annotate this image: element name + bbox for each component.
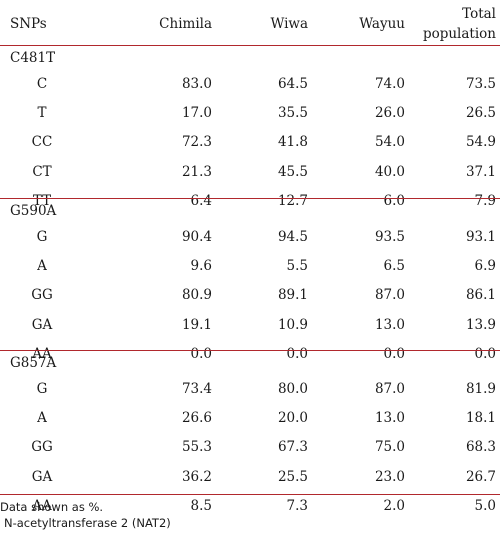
header-wiwa: Wiwa <box>270 16 308 32</box>
header-snps: SNPs <box>10 16 47 32</box>
cell-wayuu: 40.0 <box>374 163 405 180</box>
cell-allele: T <box>37 105 47 122</box>
cell-chimila: 72.3 <box>181 134 212 151</box>
footnote-nat2: N-acetyltransferase 2 (NAT2) <box>4 516 171 530</box>
cell-wayuu: 87.0 <box>374 287 405 304</box>
cell-wiwa: 89.1 <box>277 287 308 304</box>
cell-chimila: 83.0 <box>181 76 212 92</box>
cell-wayuu: 13.0 <box>374 410 405 427</box>
header-chimila: Chimila <box>159 16 212 32</box>
cell-allele: CT <box>32 163 52 180</box>
cell-total: 6.9 <box>474 258 496 275</box>
cell-total: 26.5 <box>465 105 496 122</box>
cell-wiwa: 7.3 <box>286 497 308 514</box>
cell-total: 86.1 <box>465 287 496 304</box>
cell-wiwa: 25.5 <box>277 468 308 485</box>
group-label: C481T <box>10 50 56 66</box>
bottom-rule <box>0 494 500 495</box>
cell-chimila: 21.3 <box>181 163 212 180</box>
cell-wiwa: 41.8 <box>277 134 308 151</box>
cell-total: 13.9 <box>465 316 496 333</box>
cell-chimila: 55.3 <box>181 439 212 456</box>
cell-allele: AA <box>32 345 52 362</box>
cell-wayuu: 75.0 <box>374 439 405 456</box>
cell-wayuu: 93.5 <box>374 229 405 245</box>
cell-wayuu: 6.5 <box>383 258 405 275</box>
cell-total: 73.5 <box>465 76 496 92</box>
cell-allele: G <box>36 229 48 245</box>
cell-wayuu: 0.0 <box>383 345 405 362</box>
cell-allele: A <box>37 258 47 275</box>
cell-wayuu: 6.0 <box>383 192 405 209</box>
cell-allele: G <box>36 381 48 397</box>
header-total-line1: Total <box>462 6 496 22</box>
cell-chimila: 9.6 <box>190 258 212 275</box>
cell-wayuu: 87.0 <box>374 381 405 397</box>
cell-wiwa: 64.5 <box>277 76 308 92</box>
cell-total: 0.0 <box>474 345 496 362</box>
cell-wiwa: 80.0 <box>277 381 308 397</box>
footnote-data-shown: Data shown as %. <box>0 500 104 514</box>
cell-total: 93.1 <box>465 229 496 245</box>
header-rule <box>0 45 500 46</box>
cell-allele: CC <box>31 134 53 151</box>
cell-wiwa: 0.0 <box>286 345 308 362</box>
cell-total: 18.1 <box>465 410 496 427</box>
cell-chimila: 0.0 <box>190 345 212 362</box>
cell-allele: TT <box>32 192 52 209</box>
cell-chimila: 8.5 <box>190 497 212 514</box>
cell-allele: C <box>36 76 48 92</box>
cell-allele: GA <box>31 316 53 333</box>
section-rule-2 <box>0 350 500 351</box>
cell-chimila: 17.0 <box>181 105 212 122</box>
cell-total: 68.3 <box>465 439 496 456</box>
cell-total: 7.9 <box>474 192 496 209</box>
cell-wiwa: 20.0 <box>277 410 308 427</box>
cell-chimila: 36.2 <box>181 468 212 485</box>
cell-allele: GG <box>31 439 53 456</box>
cell-wiwa: 5.5 <box>286 258 308 275</box>
cell-chimila: 90.4 <box>181 229 212 245</box>
cell-chimila: 19.1 <box>181 316 212 333</box>
cell-wiwa: 94.5 <box>277 229 308 245</box>
cell-wayuu: 2.0 <box>383 497 405 514</box>
cell-allele: AA <box>32 497 52 514</box>
cell-wiwa: 10.9 <box>277 316 308 333</box>
header-total-line2: population <box>422 26 496 42</box>
cell-allele: GG <box>31 287 53 304</box>
cell-chimila: 73.4 <box>181 381 212 397</box>
cell-total: 26.7 <box>465 468 496 485</box>
group-label: G857A <box>10 355 57 371</box>
cell-wayuu: 74.0 <box>374 76 405 92</box>
cell-wiwa: 45.5 <box>277 163 308 180</box>
group-label: G590A <box>10 203 57 219</box>
cell-wiwa: 35.5 <box>277 105 308 122</box>
cell-wayuu: 13.0 <box>374 316 405 333</box>
cell-chimila: 80.9 <box>181 287 212 304</box>
cell-chimila: 6.4 <box>190 192 212 209</box>
cell-chimila: 26.6 <box>181 410 212 427</box>
cell-total: 5.0 <box>474 497 496 514</box>
cell-total: 81.9 <box>465 381 496 397</box>
cell-wayuu: 26.0 <box>374 105 405 122</box>
cell-wiwa: 67.3 <box>277 439 308 456</box>
cell-total: 37.1 <box>465 163 496 180</box>
cell-total: 54.9 <box>465 134 496 151</box>
cell-allele: GA <box>31 468 53 485</box>
section-rule-1 <box>0 198 500 199</box>
cell-allele: A <box>37 410 47 427</box>
cell-wiwa: 12.7 <box>277 192 308 209</box>
header-wayuu: Wayuu <box>359 16 405 32</box>
cell-wayuu: 23.0 <box>374 468 405 485</box>
cell-wayuu: 54.0 <box>374 134 405 151</box>
